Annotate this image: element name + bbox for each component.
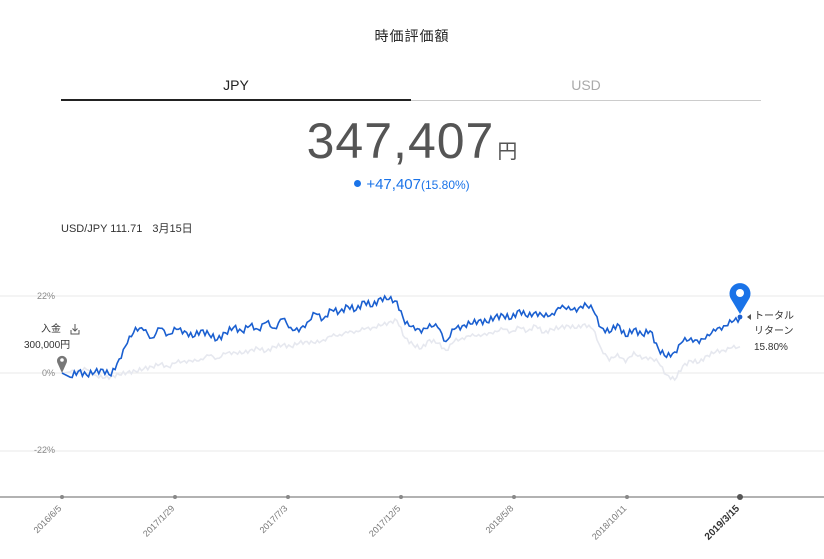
deposit-annotation: 入金 300,000円	[24, 322, 80, 373]
grid-lines	[0, 295, 824, 452]
x-tick-mark	[512, 495, 516, 499]
change-percent: (15.80%)	[420, 178, 470, 192]
x-tick-label: 2018/5/8	[484, 503, 516, 535]
x-tick-mark	[286, 495, 290, 499]
x-tick-label: 2016/6/5	[32, 503, 64, 535]
x-tick-mark	[60, 495, 64, 499]
x-axis-ticks: 2016/6/5 2017/1/29 2017/7/3 2017/12/5 2018/5…	[32, 494, 743, 543]
current-point	[737, 314, 743, 320]
fx-rate: USD/JPY 111.71	[61, 223, 143, 235]
x-tick-mark	[173, 495, 177, 499]
change-dot-icon	[354, 179, 362, 187]
y-tick-label: 22%	[37, 291, 55, 301]
valuation-change: +47,407(15.80%)	[0, 176, 824, 193]
pointer-left-icon	[747, 314, 751, 320]
total-return-label-2: リターン	[754, 325, 794, 337]
x-tick-mark	[625, 495, 629, 499]
series-line-benchmark	[61, 317, 741, 382]
series-line-portfolio	[61, 294, 741, 379]
deposit-amount: 300,000円	[24, 340, 70, 351]
x-tick-label: 2017/1/29	[141, 503, 176, 538]
x-tick-mark	[737, 494, 743, 500]
x-tick-mark	[399, 495, 403, 499]
valuation-unit: 円	[497, 141, 518, 163]
total-return-value: 15.80%	[754, 342, 788, 353]
x-tick-label: 2017/12/5	[367, 503, 402, 538]
total-return-annotation: トータル リターン 15.80%	[747, 310, 794, 353]
current-position-marker[interactable]	[729, 283, 751, 320]
valuation-display: 347,407 円	[0, 112, 824, 170]
valuation-amount: 347,407	[306, 113, 495, 169]
tab-jpy[interactable]: JPY	[61, 70, 411, 101]
x-tick-label: 2017/7/3	[258, 503, 290, 535]
deposit-label: 入金	[41, 322, 61, 335]
x-tick-label: 2019/3/15	[703, 503, 743, 543]
deposit-icon	[70, 324, 80, 335]
y-axis-ticks: 22% 0% -22%	[34, 291, 55, 455]
y-tick-label: -22%	[34, 445, 55, 455]
map-pin-icon	[729, 283, 751, 314]
fx-rate-info: USD/JPY 111.71 3月15日	[61, 220, 193, 236]
change-amount: +47,407	[366, 176, 421, 193]
currency-tabs: JPY USD	[61, 70, 761, 102]
deposit-pin-icon	[56, 355, 67, 373]
page-title: 時価評価額	[374, 28, 450, 44]
x-tick-label: 2018/10/11	[590, 503, 628, 541]
total-return-label-1: トータル	[754, 310, 794, 322]
tab-usd[interactable]: USD	[411, 70, 761, 101]
fx-date: 3月15日	[152, 223, 193, 235]
y-tick-label: 0%	[42, 368, 55, 378]
